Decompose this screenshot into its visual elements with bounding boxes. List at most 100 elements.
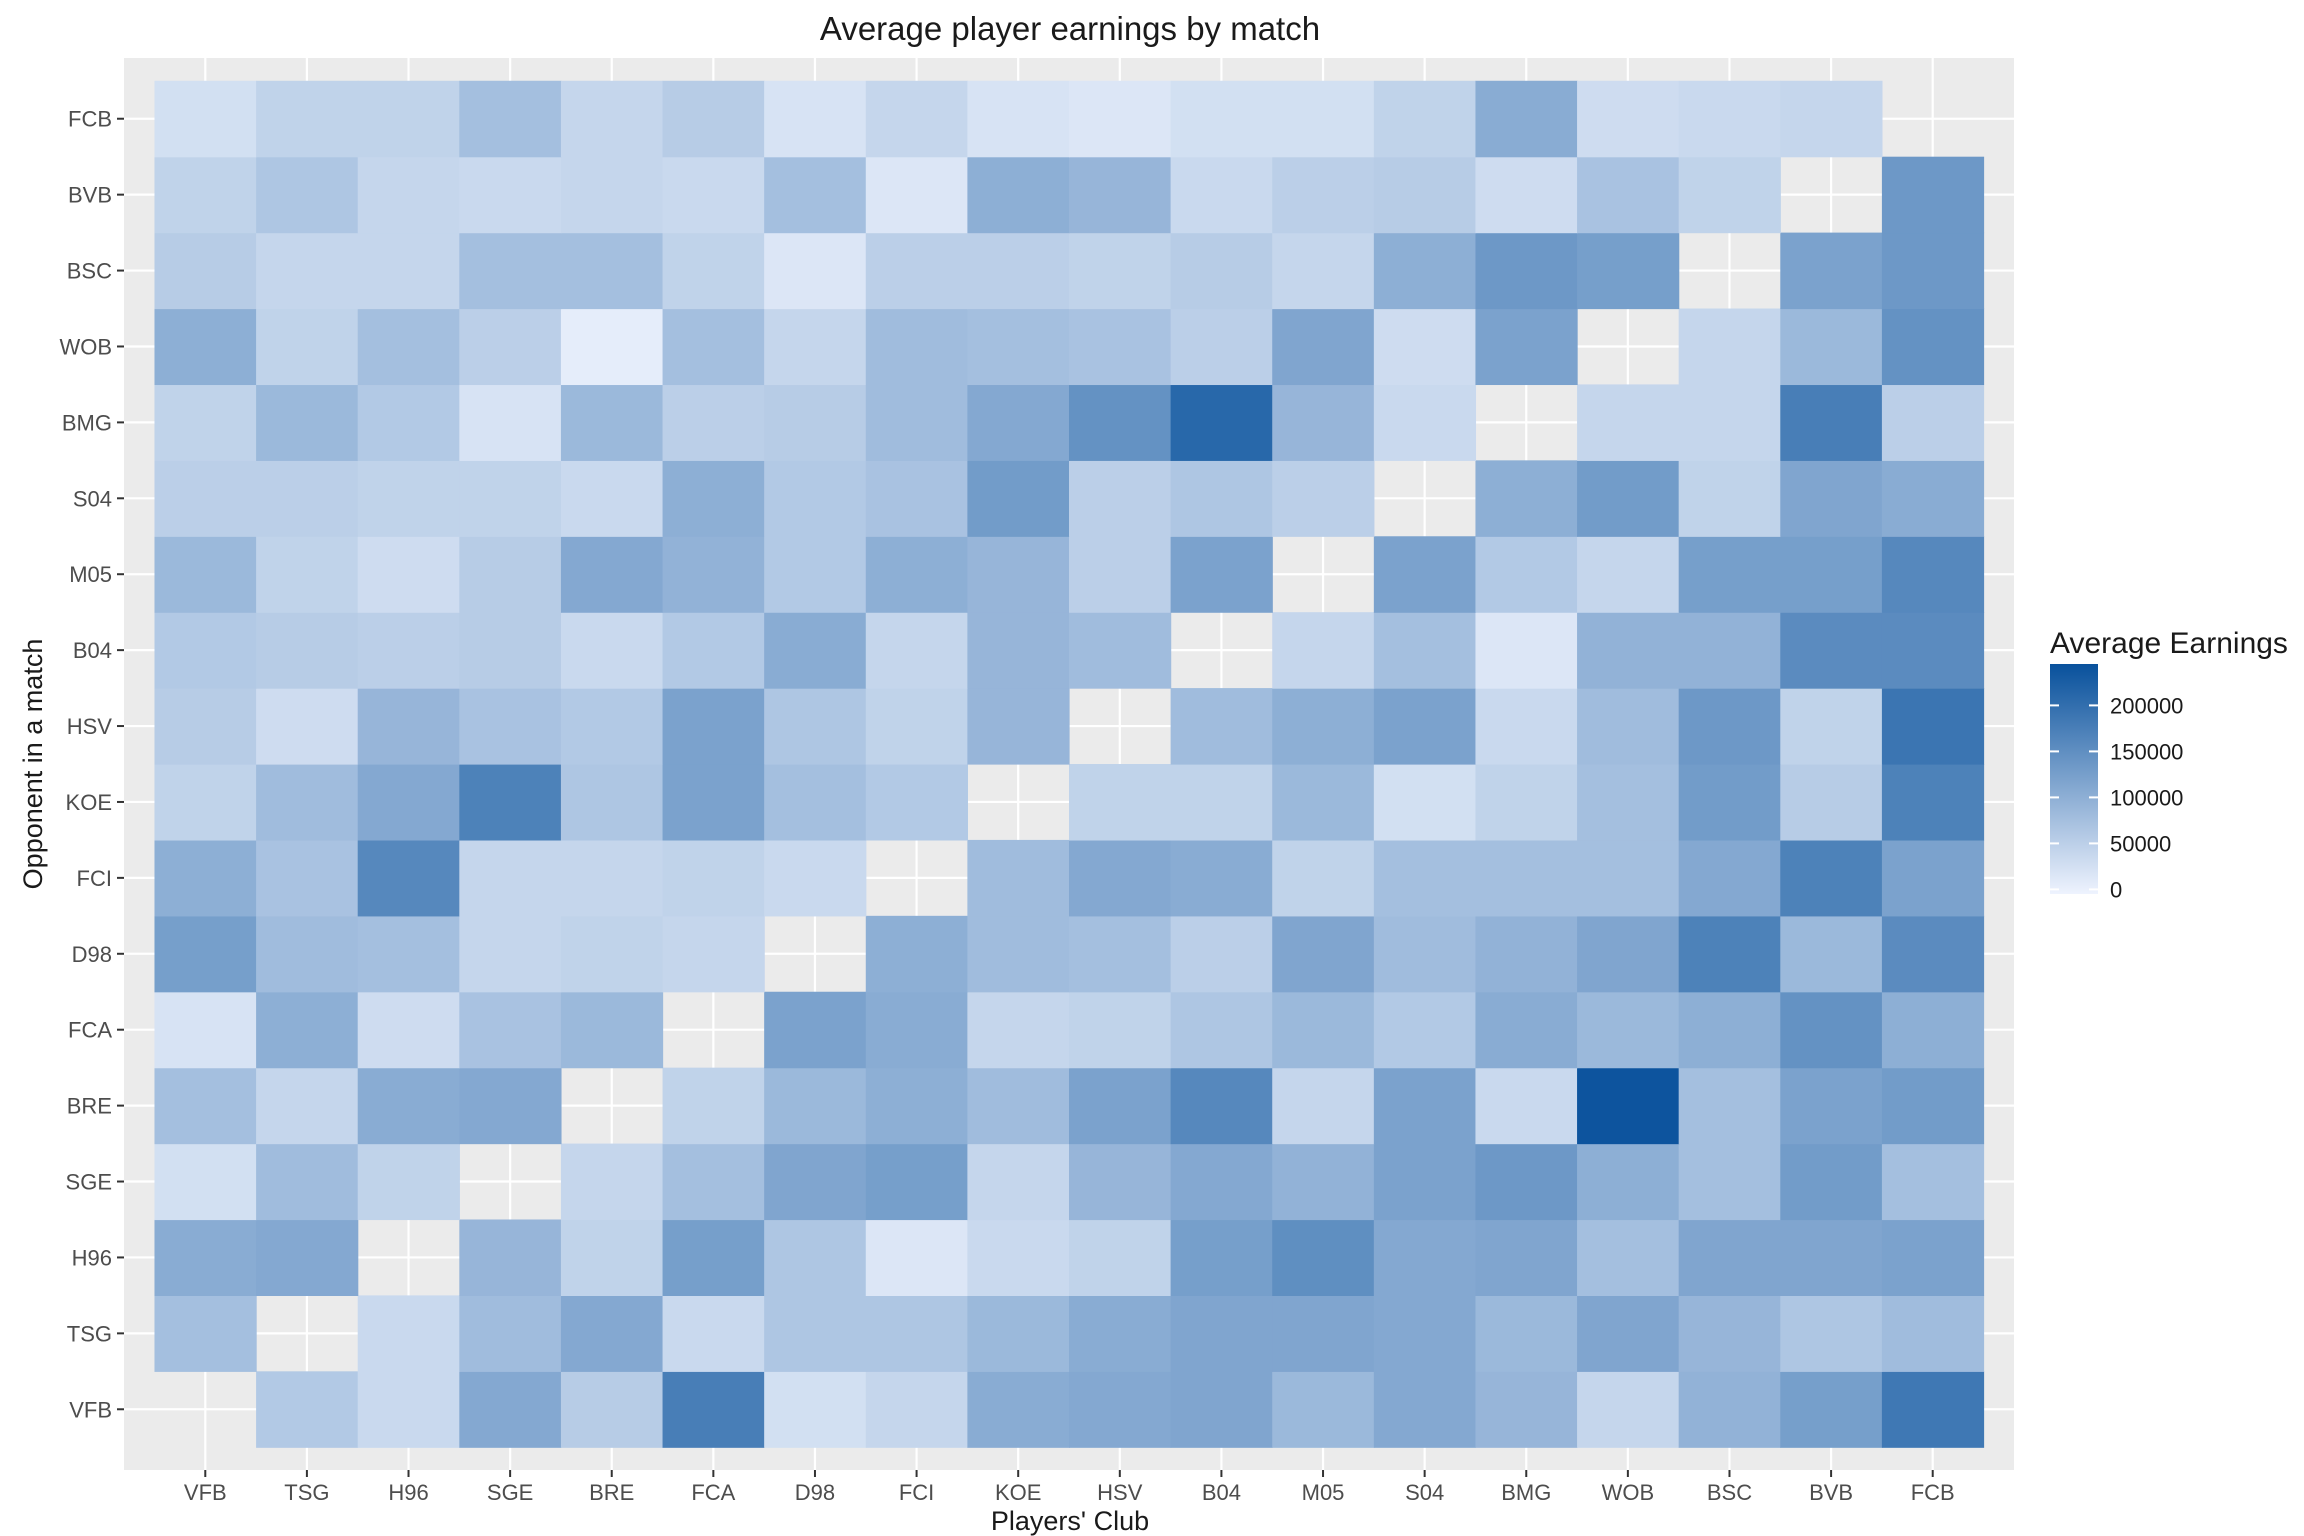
heatmap-cell — [1069, 308, 1172, 386]
heatmap-cell — [865, 1371, 968, 1448]
heatmap-cell — [1475, 915, 1578, 993]
heatmap-cell — [459, 384, 562, 461]
y-axis: VFB TSG H96 SGE BRE FCA D98 FCI KOE HSV B04 M05 S04 B… — [59, 107, 124, 1422]
heatmap-cell — [1475, 536, 1578, 613]
legend-label: 200000 — [2110, 693, 2183, 718]
heatmap-cell — [459, 308, 562, 386]
y-tick-label: BRE — [67, 1094, 112, 1119]
heatmap-cell — [1678, 688, 1781, 765]
heatmap-cell — [662, 1295, 765, 1372]
heatmap-cell — [764, 460, 867, 537]
heatmap-cell — [967, 460, 1070, 537]
heatmap-cell — [154, 536, 257, 613]
heatmap-cell — [1475, 688, 1578, 765]
heatmap-cell — [560, 1295, 664, 1372]
heatmap-cell — [1373, 536, 1477, 613]
y-tick-label: SGE — [66, 1170, 112, 1195]
heatmap-cell — [662, 536, 765, 613]
heatmap-cell — [357, 1295, 460, 1372]
x-tick-label: FCI — [899, 1480, 934, 1505]
heatmap-cell — [1170, 536, 1273, 613]
heatmap-cell — [764, 991, 867, 1069]
heatmap-cell — [1678, 384, 1781, 461]
heatmap-cell — [1577, 1067, 1680, 1145]
heatmap-cell — [357, 1067, 460, 1145]
heatmap-cell — [1780, 688, 1883, 765]
heatmap-cell — [1069, 1143, 1172, 1221]
heatmap-cell — [154, 991, 257, 1069]
heatmap-cell — [1272, 991, 1375, 1069]
heatmap-cell — [1170, 1067, 1273, 1145]
heatmap-cell — [1881, 536, 1985, 613]
heatmap-cell — [1577, 536, 1680, 613]
heatmap-cell — [459, 1219, 562, 1296]
heatmap-cell — [865, 688, 968, 765]
heatmap-cell — [764, 839, 867, 917]
heatmap-cell — [1577, 1143, 1680, 1221]
heatmap-cell — [1170, 308, 1273, 386]
heatmap-cell — [1475, 1219, 1578, 1296]
heatmap-cell — [1373, 915, 1477, 993]
heatmap-cell — [459, 80, 562, 158]
heatmap-cell — [154, 839, 257, 917]
y-tick-label: TSG — [67, 1321, 112, 1346]
heatmap-cell — [1373, 80, 1477, 158]
heatmap-cell — [764, 308, 867, 386]
heatmap-cell — [1780, 308, 1883, 386]
heatmap-cell — [967, 991, 1070, 1069]
heatmap-cell — [1475, 460, 1578, 537]
heatmap-cell — [1170, 764, 1273, 841]
heatmap-cell — [967, 1067, 1070, 1145]
heatmap-cell — [154, 1219, 257, 1296]
heatmap-cell — [1373, 839, 1477, 917]
heatmap-cell — [357, 80, 460, 158]
heatmap-cell — [459, 688, 562, 765]
heatmap-cell — [1577, 156, 1680, 234]
y-tick-label: WOB — [59, 334, 112, 359]
heatmap-cell — [357, 1371, 460, 1448]
heatmap-cell — [1272, 612, 1375, 689]
heatmap-cell — [1678, 1295, 1781, 1372]
heatmap-cell — [1069, 1371, 1172, 1448]
heatmap-cell — [1069, 915, 1172, 993]
heatmap-cell — [256, 460, 359, 537]
heatmap-cell — [1881, 688, 1985, 765]
heatmap-cell — [154, 156, 257, 234]
x-tick-label: M05 — [1302, 1480, 1345, 1505]
heatmap-cell — [560, 232, 664, 310]
legend-colorbar — [2050, 664, 2098, 894]
heatmap-cell — [1881, 1371, 1985, 1448]
heatmap-cell — [154, 460, 257, 537]
heatmap-cell — [1373, 232, 1477, 310]
heatmap-cell — [1170, 80, 1273, 158]
heatmap-cell — [967, 232, 1070, 310]
heatmap-cell — [256, 1219, 359, 1296]
heatmap-cell — [1373, 1371, 1477, 1448]
heatmap-cell — [1475, 1067, 1578, 1145]
heatmap-cell — [1881, 1295, 1985, 1372]
heatmap-cell — [357, 991, 460, 1069]
heatmap-cell — [1272, 839, 1375, 917]
heatmap-cell — [1272, 80, 1375, 158]
heatmap-cell — [1475, 1143, 1578, 1221]
heatmap-cell — [764, 764, 867, 841]
heatmap-cell — [1170, 1371, 1273, 1448]
heatmap-cell — [1475, 1295, 1578, 1372]
y-tick-label: BSC — [67, 259, 112, 284]
heatmap-cell — [357, 384, 460, 461]
heatmap-cell — [1069, 764, 1172, 841]
y-axis-title: Opponent in a match — [18, 639, 48, 890]
heatmap-cell — [1577, 384, 1680, 461]
heatmap-cell — [967, 1371, 1070, 1448]
heatmap-cell — [1069, 1067, 1172, 1145]
heatmap-cell — [1373, 1143, 1477, 1221]
heatmap-cell — [1069, 384, 1172, 461]
heatmap-cell — [662, 156, 765, 234]
heatmap-cell — [1577, 1295, 1680, 1372]
heatmap-cell — [357, 1143, 460, 1221]
heatmap-cell — [764, 1371, 867, 1448]
heatmap-cell — [1577, 764, 1680, 841]
heatmap-cell — [1780, 1143, 1883, 1221]
heatmap-cell — [967, 1295, 1070, 1372]
heatmap-cell — [154, 232, 257, 310]
